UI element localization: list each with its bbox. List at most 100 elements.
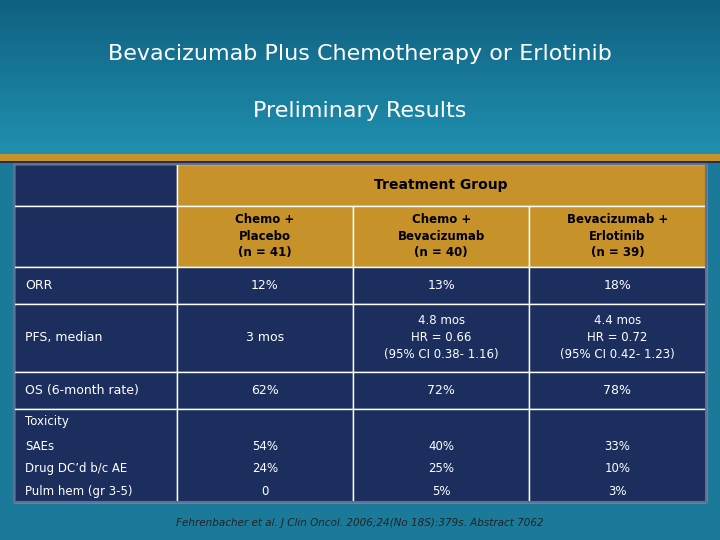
- Bar: [0, 75, 720, 76]
- Text: 5%: 5%: [432, 484, 451, 497]
- Bar: [0, 132, 720, 133]
- Bar: [0, 52, 720, 53]
- Bar: [0, 78, 720, 79]
- Bar: [0, 68, 720, 69]
- Bar: [0, 33, 720, 34]
- Bar: [0, 10, 720, 11]
- Bar: [0, 141, 720, 143]
- Bar: [0, 72, 720, 73]
- Bar: [529, 304, 706, 372]
- Bar: [0, 57, 720, 58]
- Bar: [0, 137, 720, 138]
- Text: 18%: 18%: [603, 279, 631, 292]
- Bar: [0, 64, 720, 65]
- Bar: [0, 79, 720, 80]
- Bar: [0, 67, 720, 68]
- Bar: [0, 9, 720, 10]
- Text: 25%: 25%: [428, 462, 454, 475]
- Bar: [0, 90, 720, 91]
- Bar: [0, 30, 720, 31]
- Bar: [0, 96, 720, 97]
- Text: 3%: 3%: [608, 484, 626, 497]
- Bar: [0, 71, 720, 72]
- Bar: [0, 149, 720, 150]
- Bar: [0, 3, 720, 4]
- Bar: [0, 94, 720, 96]
- Bar: [0, 87, 720, 89]
- Bar: [0, 143, 720, 144]
- Bar: [0, 123, 720, 124]
- Bar: [0, 0, 720, 1]
- Bar: [0, 151, 720, 152]
- Bar: [0, 110, 720, 111]
- Bar: [0, 81, 720, 82]
- Bar: [0, 23, 720, 24]
- Bar: [0, 20, 720, 21]
- Bar: [0, 100, 720, 101]
- Bar: [0, 29, 720, 30]
- Text: 12%: 12%: [251, 279, 279, 292]
- Bar: [0, 134, 720, 136]
- Text: 62%: 62%: [251, 384, 279, 397]
- Bar: [0, 1, 720, 2]
- Bar: [0, 111, 720, 112]
- Bar: [0, 54, 720, 55]
- Bar: [0, 114, 720, 116]
- Bar: [0, 49, 720, 50]
- Bar: [0, 118, 720, 119]
- Bar: [0, 145, 720, 146]
- Text: 4.4 mos
HR = 0.72
(95% CI 0.42- 1.23): 4.4 mos HR = 0.72 (95% CI 0.42- 1.23): [560, 314, 675, 361]
- Bar: [0, 97, 720, 98]
- Bar: [0, 84, 720, 85]
- Bar: [177, 409, 353, 502]
- Bar: [0, 136, 720, 137]
- Bar: [0, 92, 720, 93]
- Text: ORR: ORR: [24, 279, 52, 292]
- Text: Fehrenbacher et al. J Clin Oncol. 2006;24(No 18S):379s. Abstract 7062: Fehrenbacher et al. J Clin Oncol. 2006;2…: [176, 518, 544, 528]
- Text: Drug DC’d b/c AE: Drug DC’d b/c AE: [24, 462, 127, 475]
- Bar: [177, 267, 353, 304]
- Bar: [0, 5, 720, 6]
- Bar: [177, 372, 353, 409]
- Text: SAEs: SAEs: [24, 440, 54, 453]
- Bar: [0, 103, 720, 104]
- Bar: [0, 98, 720, 99]
- Text: PFS, median: PFS, median: [24, 332, 102, 345]
- Bar: [14, 409, 177, 502]
- Text: 33%: 33%: [605, 440, 631, 453]
- Bar: [0, 18, 720, 19]
- Bar: [0, 7, 720, 8]
- Bar: [0, 122, 720, 123]
- Bar: [0, 127, 720, 128]
- Bar: [0, 138, 720, 139]
- Bar: [0, 25, 720, 26]
- Bar: [0, 12, 720, 13]
- Bar: [0, 24, 720, 25]
- Bar: [0, 6, 720, 7]
- Bar: [0, 108, 720, 109]
- Bar: [0, 22, 720, 23]
- Bar: [0, 99, 720, 100]
- Text: Bevacizumab +
Erlotinib
(n = 39): Bevacizumab + Erlotinib (n = 39): [567, 213, 668, 259]
- Text: 4.8 mos
HR = 0.66
(95% CI 0.38- 1.16): 4.8 mos HR = 0.66 (95% CI 0.38- 1.16): [384, 314, 498, 361]
- Bar: [0, 109, 720, 110]
- Text: Chemo +
Placebo
(n = 41): Chemo + Placebo (n = 41): [235, 213, 294, 259]
- Bar: [14, 164, 177, 206]
- Bar: [0, 47, 720, 48]
- Bar: [353, 409, 529, 502]
- Bar: [0, 73, 720, 74]
- Bar: [0, 140, 720, 141]
- Bar: [0, 153, 720, 154]
- Bar: [0, 77, 720, 78]
- Bar: [0, 147, 720, 148]
- Text: 0: 0: [261, 484, 269, 497]
- Bar: [0, 83, 720, 84]
- Text: Chemo +
Bevacizumab
(n = 40): Chemo + Bevacizumab (n = 40): [397, 213, 485, 259]
- Text: 54%: 54%: [252, 440, 278, 453]
- Bar: [0, 50, 720, 51]
- Bar: [0, 74, 720, 75]
- Bar: [0, 26, 720, 27]
- Bar: [0, 93, 720, 94]
- Bar: [0, 48, 720, 49]
- Bar: [0, 86, 720, 87]
